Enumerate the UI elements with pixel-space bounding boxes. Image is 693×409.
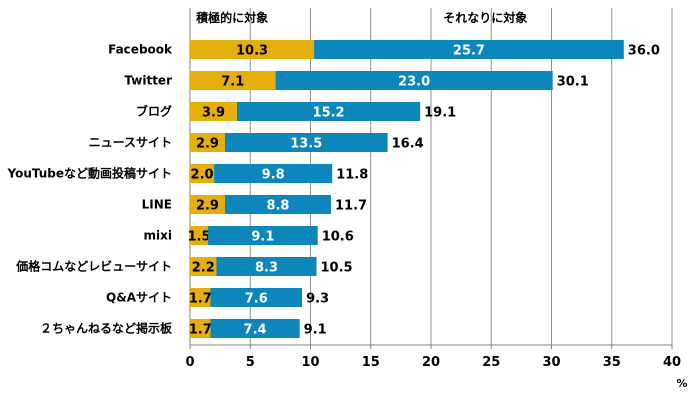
- total-label: 19.1: [424, 106, 456, 121]
- data-label: 2.9: [196, 199, 219, 214]
- category-label: Facebook: [108, 43, 173, 57]
- bars: 10.3 25.7 36.0 7.1 23.0 30.1 3.9 15.2 19.1 2.9 13.…: [188, 40, 660, 338]
- x-tick-label: 25: [482, 355, 500, 370]
- data-label: 2.0: [191, 168, 214, 183]
- total-label: 9.1: [304, 323, 327, 338]
- x-tick-label: 20: [422, 355, 440, 370]
- data-label: 1.5: [188, 230, 211, 245]
- data-label: 10.3: [236, 44, 268, 59]
- bar-segment: [190, 226, 209, 245]
- data-label: 25.7: [453, 44, 485, 59]
- legend-label: それなりに対象: [443, 10, 527, 25]
- bar-segment: [190, 319, 211, 338]
- data-label: 3.9: [202, 106, 225, 121]
- total-label: 36.0: [628, 44, 660, 59]
- data-label: 8.3: [255, 261, 278, 276]
- bar-segment: [314, 40, 624, 59]
- bar-segment: [190, 288, 211, 307]
- category-label: LINE: [142, 198, 172, 212]
- x-tick-label: 10: [301, 355, 319, 370]
- total-label: 10.6: [322, 230, 354, 245]
- category-label: ブログ: [136, 104, 172, 119]
- data-label: 9.8: [262, 168, 285, 183]
- bar-segment: [210, 319, 300, 338]
- bar-segment: [210, 288, 303, 307]
- bar-segment: [190, 102, 237, 121]
- bar-segment: [190, 133, 225, 152]
- data-label: 1.7: [189, 292, 212, 307]
- x-tick-label: 35: [603, 355, 621, 370]
- data-label: 23.0: [398, 75, 430, 90]
- data-label: 9.1: [251, 230, 274, 245]
- data-label: 15.2: [313, 106, 345, 121]
- legend-label: 積極的に対象: [195, 10, 268, 25]
- total-label: 11.8: [336, 168, 368, 183]
- data-label: 2.2: [192, 261, 215, 276]
- bar-segment: [214, 164, 333, 183]
- bar-segment: [190, 257, 217, 276]
- bar-segment: [224, 195, 331, 214]
- data-label: 2.9: [196, 137, 219, 152]
- bar-segment: [190, 164, 215, 183]
- total-label: 11.7: [335, 199, 367, 214]
- legend: 積極的に対象 それなりに対象: [195, 10, 527, 25]
- data-label: 1.7: [189, 323, 212, 338]
- bar-segment: [224, 133, 388, 152]
- data-label: 7.6: [245, 292, 268, 307]
- data-label: 7.4: [244, 323, 267, 338]
- category-label: ニュースサイト: [89, 136, 172, 150]
- x-tick-label: 40: [663, 355, 681, 370]
- category-label: 価格コムなどレビューサイト: [15, 259, 172, 274]
- x-tick-label: 30: [542, 355, 560, 370]
- data-label: 7.1: [221, 75, 244, 90]
- bar-segment: [208, 226, 318, 245]
- bar-segment: [190, 71, 276, 90]
- bar-segment: [190, 40, 315, 59]
- bar-segment: [190, 195, 225, 214]
- bar-segment: [236, 102, 421, 121]
- x-tick-label: 5: [246, 355, 255, 370]
- data-label: 8.8: [266, 199, 289, 214]
- category-label: YouTubeなど動画投稿サイト: [6, 166, 172, 181]
- bar-segment: [216, 257, 317, 276]
- total-label: 10.5: [321, 261, 353, 276]
- x-axis: 0 5 10 15 20 25 30 35 40%: [185, 345, 688, 390]
- x-unit-label: %: [676, 377, 687, 390]
- total-label: 16.4: [392, 137, 424, 152]
- category-label: ２ちゃんねるなど掲示板: [40, 321, 173, 336]
- total-label: 9.3: [306, 292, 329, 307]
- category-label: mixi: [144, 229, 172, 243]
- x-tick-label: 0: [185, 355, 194, 370]
- bar-segment: [275, 71, 553, 90]
- data-label: 13.5: [290, 137, 322, 152]
- x-tick-label: 15: [362, 355, 380, 370]
- total-label: 30.1: [557, 75, 589, 90]
- category-label: Twitter: [124, 74, 172, 88]
- category-label: Q&Aサイト: [106, 291, 172, 305]
